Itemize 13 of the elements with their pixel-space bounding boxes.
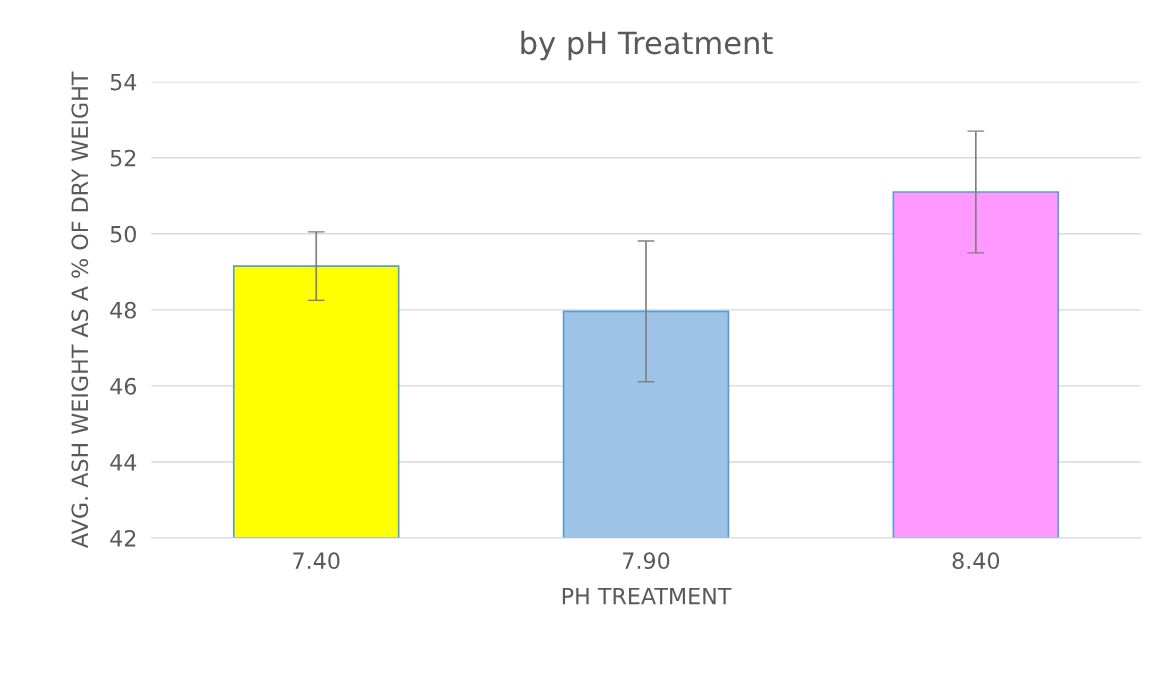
x-tick-label: 7.90 — [623, 552, 670, 570]
y-tick-label: 48 — [110, 301, 136, 319]
x-tick-label: 8.40 — [952, 552, 1000, 570]
y-tick-label: 44 — [110, 454, 137, 471]
y-tick-label: 50 — [110, 225, 136, 243]
x-axis-title: PH TREATMENT — [562, 587, 732, 605]
y-tick-label: 46 — [110, 377, 137, 395]
y-tick-label: 54 — [110, 73, 137, 91]
y-axis-title: AVG. ASH WEIGHT AS A % OF DRY WEIGHT — [71, 71, 89, 548]
y-tick-label: 52 — [110, 149, 136, 167]
x-tick-label: 7.40 — [293, 552, 340, 570]
chart-title: by pH Treatment — [521, 30, 773, 61]
y-tick-label: 42 — [110, 529, 136, 547]
